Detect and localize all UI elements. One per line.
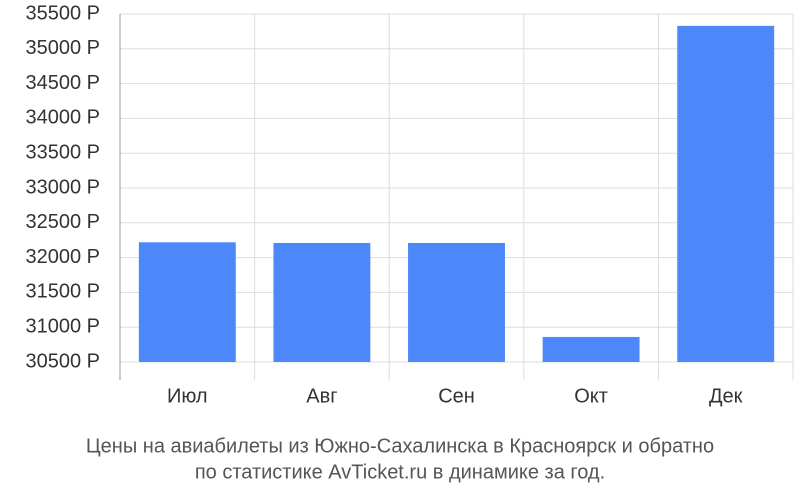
y-tick-label: 35500 Р bbox=[25, 2, 100, 24]
x-tick-label: Дек bbox=[709, 385, 743, 407]
bar bbox=[138, 242, 236, 362]
y-tick-label: 30500 Р bbox=[25, 350, 100, 372]
chart-subtitle: по статистике AvTicket.ru в динамике за … bbox=[195, 461, 605, 483]
y-tick-label: 31500 Р bbox=[25, 281, 100, 303]
y-tick-label: 35000 Р bbox=[25, 37, 100, 59]
x-tick-label: Авг bbox=[306, 385, 337, 407]
y-tick-label: 34500 Р bbox=[25, 72, 100, 94]
x-tick-label: Окт bbox=[574, 385, 608, 407]
y-tick-label: 32500 Р bbox=[25, 211, 100, 233]
x-tick-label: Июл bbox=[167, 385, 208, 407]
bar bbox=[408, 242, 505, 362]
x-tick-label: Сен bbox=[438, 385, 475, 407]
y-tick-label: 34000 Р bbox=[25, 107, 100, 129]
y-tick-label: 31000 Р bbox=[25, 315, 100, 337]
chart-title: Цены на авиабилеты из Южно-Сахалинска в … bbox=[86, 435, 714, 457]
bar bbox=[273, 242, 371, 362]
y-tick-label: 33000 Р bbox=[25, 176, 100, 198]
y-tick-label: 32000 Р bbox=[25, 246, 100, 268]
bar bbox=[542, 336, 640, 362]
bar bbox=[677, 25, 775, 362]
y-tick-label: 33500 Р bbox=[25, 141, 100, 163]
